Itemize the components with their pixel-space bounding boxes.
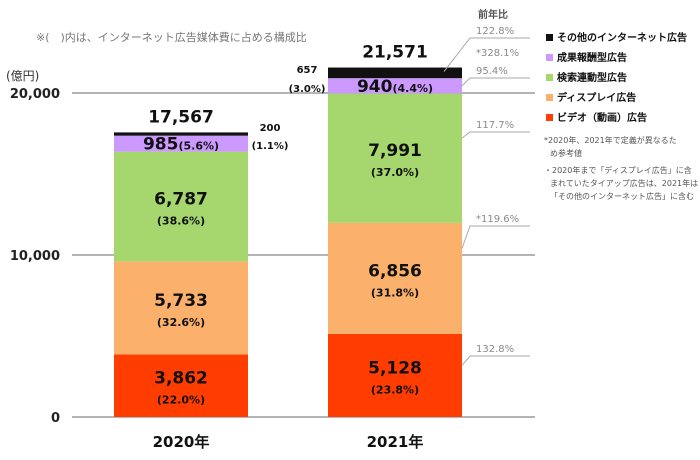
yoy-label: 95.4%	[476, 66, 508, 77]
value-label: 6,787	[154, 190, 208, 210]
share-label: (23.8%)	[371, 383, 419, 396]
bars	[114, 67, 462, 417]
yoy-leader-line	[461, 225, 530, 249]
value-label-number: 940	[357, 77, 393, 97]
legend-label: 検索連動型広告	[557, 71, 627, 84]
bar-segment	[114, 354, 248, 417]
yoy-annotations: 前年比 122.8% *328.1% 95.4% 117.7% *119.6% 132.8…	[443, 8, 530, 366]
value-label: 3,862	[154, 369, 208, 389]
yoy-label: *328.1%	[476, 48, 519, 59]
value-label: 940(4.4%)	[357, 77, 433, 97]
value-label: 7,991	[368, 141, 422, 161]
yoy-leader-line	[443, 37, 530, 72]
value-label: 657	[297, 65, 318, 76]
legend-swatch	[546, 114, 553, 121]
share-label: (22.0%)	[157, 394, 205, 407]
yoy-label: 122.8%	[476, 26, 514, 37]
share-label: (5.6%)	[178, 140, 219, 153]
bar-segment	[328, 333, 462, 417]
total-label: 17,567	[148, 107, 214, 127]
legend-swatch	[546, 94, 553, 101]
share-label: (37.0%)	[371, 166, 419, 179]
share-label: (32.6%)	[157, 316, 205, 329]
legend-swatch	[546, 34, 553, 41]
share-label: (4.4%)	[392, 82, 433, 95]
value-label: 200	[260, 123, 281, 134]
legend-label: その他のインターネット広告	[557, 31, 687, 44]
bar-segment	[328, 67, 462, 79]
bar-segment	[114, 261, 248, 355]
yoy-label: *119.6%	[476, 214, 519, 225]
x-category-label: 2021年	[367, 433, 424, 451]
footnote-line: め参考値	[550, 148, 582, 158]
share-label: (38.6%)	[157, 215, 205, 228]
value-label: 5,733	[154, 291, 208, 311]
legend-label: 成果報酬型広告	[557, 51, 627, 64]
value-label: 5,128	[368, 358, 422, 378]
legend-label: ディスプレイ広告	[557, 91, 636, 104]
share-label: (3.0%)	[289, 84, 326, 95]
value-label-number: 985	[143, 135, 179, 155]
total-label: 21,571	[362, 43, 428, 63]
x-category-label: 2020年	[153, 433, 210, 451]
yoy-leader-line	[461, 77, 530, 87]
legend-swatch	[546, 54, 553, 61]
chart-note: ※( )内は、インターネット広告媒体費に占める構成比	[36, 30, 307, 44]
y-axis-unit: (億円)	[6, 69, 39, 83]
bar-segment	[114, 151, 248, 262]
yoy-label: 132.8%	[476, 344, 514, 355]
yoy-label: 117.7%	[476, 120, 514, 131]
bar-segment	[328, 93, 462, 223]
bar-segment	[328, 78, 462, 94]
value-label: 985(5.6%)	[143, 135, 219, 155]
legend-swatch	[546, 74, 553, 81]
footnotes: *2020年、2021年で定義が異なるため参考値・2020年まで「ディスプレイ広…	[544, 135, 698, 201]
yoy-leader-line	[461, 355, 530, 366]
legend-label: ビデオ（動画）広告	[557, 111, 647, 124]
bar-segment	[114, 135, 248, 152]
legend: その他のインターネット広告成果報酬型広告検索連動型広告ディスプレイ広告ビデオ（動…	[546, 31, 687, 124]
value-label: 6,856	[368, 261, 422, 281]
y-tick-label: 10,000	[10, 249, 60, 264]
x-axis-categories: 2020年 2021年	[153, 433, 424, 451]
yoy-header: 前年比	[478, 8, 508, 21]
y-tick-label: 0	[51, 411, 60, 426]
bar-segment	[114, 132, 248, 136]
data-labels: 3,862(22.0%)5,733(32.6%)6,787(38.6%)985(…	[143, 43, 433, 407]
footnote-line: *2020年、2021年で定義が異なるた	[544, 135, 677, 145]
y-axis-ticks: 0 10,000 20,000	[10, 87, 60, 426]
footnote-line: 「その他のインターネット広告」に含む	[550, 191, 694, 201]
bar-segment	[328, 222, 462, 334]
footnote-line: まれていたタイアップ広告は、2021年は	[550, 178, 698, 188]
y-tick-label: 20,000	[10, 87, 60, 102]
share-label: (31.8%)	[371, 286, 419, 299]
yoy-leader-line	[461, 131, 530, 139]
footnote-line: ・2020年まで「ディスプレイ広告」に含	[544, 165, 692, 175]
share-label: (1.1%)	[252, 141, 289, 152]
